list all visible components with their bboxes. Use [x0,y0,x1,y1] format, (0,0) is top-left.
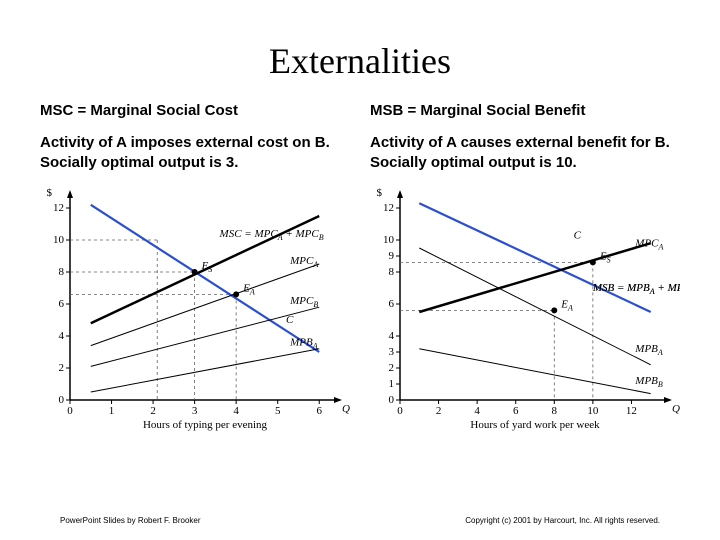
svg-text:ES​: ES​ [201,260,213,274]
svg-text:2: 2 [150,405,156,417]
svg-text:6: 6 [59,298,65,310]
svg-text:C: C [286,314,294,326]
svg-text:1: 1 [109,405,115,417]
svg-text:6: 6 [389,298,395,310]
svg-text:8: 8 [552,405,558,417]
svg-text:0: 0 [397,405,403,417]
svg-text:10: 10 [587,405,599,417]
svg-text:12: 12 [383,202,394,214]
footer-left: PowerPoint Slides by Robert F. Brooker [60,516,201,525]
svg-text:9: 9 [389,250,395,262]
svg-text:4: 4 [233,405,239,417]
footer-right: Copyright (c) 2001 by Harcourt, Inc. All… [465,516,660,525]
svg-text:5: 5 [275,405,281,417]
svg-text:8: 8 [59,266,65,278]
svg-text:1: 1 [389,378,395,390]
svg-text:ES​: ES​ [599,250,611,264]
svg-text:4: 4 [474,405,480,417]
svg-text:0: 0 [389,394,395,406]
right-column: MSB = Marginal Social Benefit Activity o… [370,102,680,432]
svg-text:4: 4 [389,330,395,342]
svg-text:Q: Q [672,403,680,415]
slide: Externalities MSC = Marginal Social Cost… [0,0,720,540]
svg-text:0: 0 [59,394,65,406]
footer: PowerPoint Slides by Robert F. Brooker C… [40,511,680,530]
svg-text:6: 6 [513,405,519,417]
svg-text:$: $ [47,187,53,199]
svg-text:10: 10 [383,234,395,246]
svg-text:MSB = MPBA​ + MPBB​: MSB = MPBA​ + MPBB​ [592,282,680,296]
svg-text:2: 2 [436,405,442,417]
svg-text:Q: Q [342,403,350,415]
content-columns: MSC = Marginal Social Cost Activity of A… [40,102,680,432]
msc-chart: $Hours of typing per eveningQ01234560246… [40,182,350,432]
svg-text:6: 6 [316,405,322,417]
svg-text:$: $ [377,187,383,199]
svg-text:MPCA​: MPCA​ [289,255,318,269]
svg-text:C: C [574,229,582,241]
left-description: Activity of A imposes external cost on B… [40,133,350,172]
svg-text:EA​: EA​ [560,298,573,312]
msb-definition: MSB = Marginal Social Benefit [370,102,680,119]
svg-text:8: 8 [389,266,395,278]
svg-text:3: 3 [389,346,395,358]
svg-text:Hours of yard work per week: Hours of yard work per week [470,419,600,431]
svg-text:MPBB​: MPBB​ [634,375,663,389]
svg-text:12: 12 [626,405,637,417]
svg-text:MPCB​: MPCB​ [289,295,318,309]
svg-text:MPBA​: MPBA​ [289,337,318,351]
svg-text:MPBA​: MPBA​ [634,343,663,357]
svg-text:3: 3 [192,405,198,417]
svg-text:MSC = MPCA​ + MPCB​: MSC = MPCA​ + MPCB​ [219,228,324,242]
svg-text:4: 4 [59,330,65,342]
right-description: Activity of A causes external benefit fo… [370,133,680,172]
svg-text:2: 2 [59,362,65,374]
svg-text:10: 10 [53,234,65,246]
svg-text:0: 0 [67,405,73,417]
svg-text:Hours of typing per evening: Hours of typing per evening [143,419,268,431]
msb-chart: $Hours of yard work per weekQ02468101201… [370,182,680,432]
svg-text:2: 2 [389,362,395,374]
svg-text:EA​: EA​ [242,282,255,296]
svg-text:MPCA​: MPCA​ [634,237,663,251]
msc-definition: MSC = Marginal Social Cost [40,102,350,119]
left-column: MSC = Marginal Social Cost Activity of A… [40,102,350,432]
page-title: Externalities [40,40,680,82]
svg-text:12: 12 [53,202,64,214]
